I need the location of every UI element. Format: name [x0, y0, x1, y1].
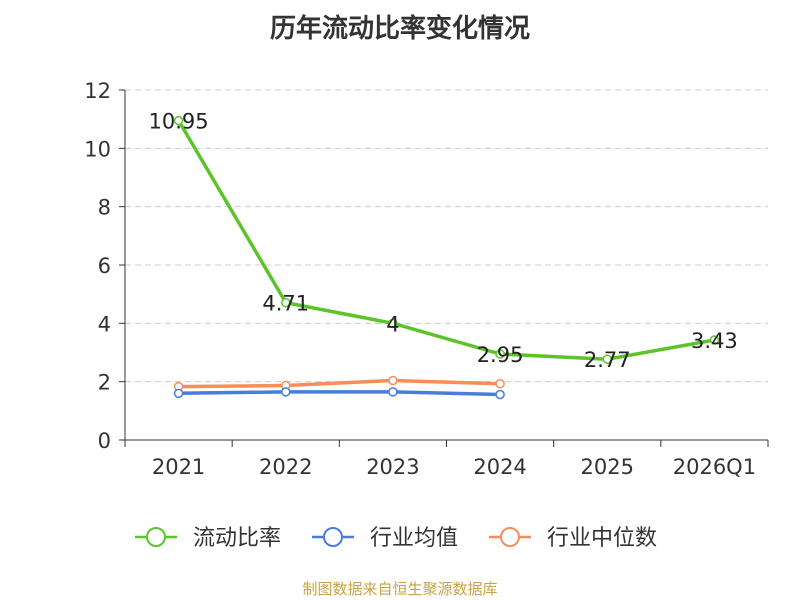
legend-marker	[500, 527, 520, 547]
data-point-1	[281, 387, 291, 397]
x-tick-label: 2024	[473, 455, 526, 479]
legend-marker	[146, 527, 166, 547]
y-tick-label: 4	[98, 312, 111, 336]
x-tick-label: 2025	[581, 455, 634, 479]
y-tick-label: 10	[84, 137, 111, 161]
x-tick-label: 2022	[259, 455, 312, 479]
series-line-1	[178, 390, 501, 397]
source-note: 制图数据来自恒生聚源数据库	[302, 580, 498, 598]
data-label: 2.77	[584, 348, 631, 372]
legend-marker	[323, 527, 343, 547]
data-label: 3.43	[691, 329, 738, 353]
data-point-1	[173, 388, 184, 399]
data-point-0	[495, 349, 505, 359]
legend-label: 行业中位数	[547, 526, 657, 551]
data-point-0	[173, 115, 184, 126]
x-tick-label: 2023	[366, 455, 419, 479]
x-tick-label: 2026Q1	[673, 455, 756, 479]
data-point-1	[388, 387, 398, 397]
data-label: 4	[386, 312, 399, 336]
legend-label: 流动比率	[193, 526, 281, 551]
chart-title: 历年流动比率变化情况	[269, 14, 530, 44]
y-tick-label: 8	[98, 196, 111, 220]
data-label: 10.95	[149, 110, 209, 134]
y-tick-label: 0	[98, 429, 111, 453]
y-tick-label: 12	[84, 79, 111, 103]
data-point-0	[281, 297, 291, 308]
data-point-0	[388, 318, 398, 329]
data-point-2	[495, 378, 505, 389]
data-point-0	[602, 354, 612, 364]
data-point-1	[495, 389, 505, 400]
series-line-2	[178, 378, 501, 389]
legend-label: 行业均值	[370, 526, 458, 551]
data-point-2	[388, 375, 398, 386]
data-label: 2.95	[477, 343, 524, 367]
data-point-0	[709, 335, 720, 345]
series-line-0	[177, 119, 715, 361]
x-tick-label: 2021	[152, 455, 205, 479]
data-label: 4.71	[262, 292, 309, 316]
y-tick-label: 2	[98, 371, 111, 395]
y-tick-label: 6	[98, 254, 111, 278]
